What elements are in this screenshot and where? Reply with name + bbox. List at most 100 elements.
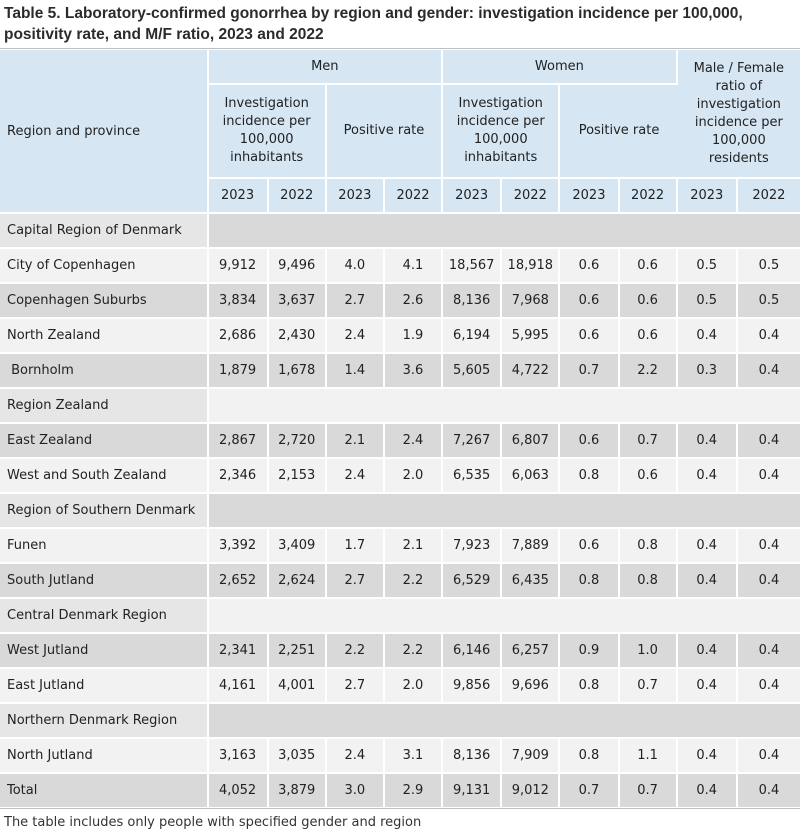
- table-cell: 0.4: [737, 739, 800, 774]
- region-row-filler: [208, 389, 800, 424]
- table-cell: 9,912: [208, 249, 269, 284]
- province-name: Funen: [0, 529, 209, 564]
- table-cell: 18,567: [443, 249, 503, 284]
- table-cell: 2,624: [268, 564, 327, 599]
- table-cell: 9,856: [443, 669, 503, 704]
- table-cell: 8,136: [443, 739, 503, 774]
- table-cell: 0.4: [677, 669, 738, 704]
- region-row: Region of Southern Denmark: [0, 494, 800, 529]
- table-cell: 0.7: [560, 774, 620, 809]
- table-cell: 2,686: [208, 319, 269, 354]
- table-cell: 9,496: [268, 249, 327, 284]
- table-cell: 2,720: [268, 424, 327, 459]
- table-cell: 1.9: [384, 319, 444, 354]
- table-cell: 0.5: [737, 249, 800, 284]
- table-cell: 3.0: [326, 774, 385, 809]
- region-name: Region of Southern Denmark: [0, 494, 209, 529]
- table-cell: 2.2: [619, 354, 678, 389]
- table-cell: 1.7: [326, 529, 385, 564]
- table-cell: 0.4: [737, 354, 800, 389]
- table-cell: 6,257: [502, 634, 561, 669]
- table-cell: 0.6: [560, 284, 620, 319]
- table-cell: 2.7: [326, 564, 385, 599]
- table-cell: 0.7: [560, 354, 620, 389]
- region-row: Northern Denmark Region: [0, 704, 800, 739]
- region-name: Northern Denmark Region: [0, 704, 209, 739]
- province-name: East Zealand: [0, 424, 209, 459]
- table-cell: 5,995: [502, 319, 561, 354]
- table-cell: 0.6: [560, 424, 620, 459]
- table-cell: 2.9: [384, 774, 444, 809]
- table-cell: 7,267: [443, 424, 503, 459]
- region-row: Capital Region of Denmark: [0, 214, 800, 249]
- table-cell: 2.2: [326, 634, 385, 669]
- table-bottom-rule: [0, 808, 800, 809]
- table-cell: 1,678: [268, 354, 327, 389]
- table-cell: 1.0: [619, 634, 678, 669]
- women-group-header: Women: [443, 50, 678, 85]
- table-cell: 2.1: [326, 424, 385, 459]
- table-cell: 0.6: [560, 249, 620, 284]
- table-cell: 7,909: [502, 739, 561, 774]
- province-name: North Zealand: [0, 319, 209, 354]
- region-name: Capital Region of Denmark: [0, 214, 209, 249]
- table-cell: 3,637: [268, 284, 327, 319]
- table-cell: 2,341: [208, 634, 269, 669]
- table-cell: 0.4: [677, 459, 738, 494]
- table-cell: 2.4: [326, 739, 385, 774]
- region-name: Central Denmark Region: [0, 599, 209, 634]
- table-cell: 2,346: [208, 459, 269, 494]
- mf-ratio-header: Male / Female ratio of investigation inc…: [677, 50, 800, 179]
- table-cell: 2,652: [208, 564, 269, 599]
- table-cell: 0.8: [560, 739, 620, 774]
- table-cell: 0.4: [737, 529, 800, 564]
- table-cell: 2,867: [208, 424, 269, 459]
- table-cell: 4,722: [502, 354, 561, 389]
- men-incidence-header: Investigation incidence per 100,000 inha…: [208, 85, 327, 179]
- table-row: East Zealand 2,867 2,720 2.1 2.4 7,267 6,807 0.…: [0, 424, 800, 459]
- table-cell: 6,807: [502, 424, 561, 459]
- table-row: Funen 3,392 3,409 1.7 2.1 7,923 7,889 0.6 0.8 0.4…: [0, 529, 800, 564]
- province-name: West and South Zealand: [0, 459, 209, 494]
- table-cell: 0.7: [619, 424, 678, 459]
- table-row: West Jutland 2,341 2,251 2.2 2.2 6,146 6,257 0.…: [0, 634, 800, 669]
- table-row: North Zealand 2,686 2,430 2.4 1.9 6,194 5,995 0…: [0, 319, 800, 354]
- table-cell: 8,136: [443, 284, 503, 319]
- table-cell: 2.4: [384, 424, 444, 459]
- table-cell: 0.8: [619, 529, 678, 564]
- table-cell: 9,012: [502, 774, 561, 809]
- table-cell: 0.3: [677, 354, 738, 389]
- table-cell: 6,146: [443, 634, 503, 669]
- table-cell: 2.2: [384, 564, 444, 599]
- table-cell: 0.6: [560, 319, 620, 354]
- table-cell: 3,834: [208, 284, 269, 319]
- table-footnote: The table includes only people with spec…: [4, 815, 422, 830]
- table-cell: 6,435: [502, 564, 561, 599]
- table-cell: 6,194: [443, 319, 503, 354]
- table-cell: 5,605: [443, 354, 503, 389]
- table-cell: 2,153: [268, 459, 327, 494]
- table-cell: 2.7: [326, 669, 385, 704]
- table-cell: 0.4: [737, 319, 800, 354]
- table-title: Table 5. Laboratory-confirmed gonorrhea …: [4, 5, 743, 43]
- table-row: East Jutland 4,161 4,001 2.7 2.0 9,856 9,696 0.…: [0, 669, 800, 704]
- province-name: City of Copenhagen: [0, 249, 209, 284]
- year-header: 2023: [677, 179, 738, 214]
- province-name: Bornholm: [0, 354, 209, 389]
- table-cell: 0.4: [677, 739, 738, 774]
- table-cell: 2.7: [326, 284, 385, 319]
- table-row: City of Copenhagen 9,912 9,496 4.0 4.1 18,567…: [0, 249, 800, 284]
- year-header: 2022: [268, 179, 327, 214]
- region-row-filler: [208, 494, 800, 529]
- table-row: South Jutland 2,652 2,624 2.7 2.2 6,529 6,435 0…: [0, 564, 800, 599]
- table-row: Copenhagen Suburbs 3,834 3,637 2.7 2.6 8,136 7…: [0, 284, 800, 319]
- province-name: South Jutland: [0, 564, 209, 599]
- table-top-rule: [0, 48, 800, 49]
- table-cell: 18,918: [502, 249, 561, 284]
- table-cell: 0.4: [737, 424, 800, 459]
- table-cell: 2.6: [384, 284, 444, 319]
- year-header: 2022: [502, 179, 561, 214]
- table-row: West and South Zealand 2,346 2,153 2.4 2.0 6,…: [0, 459, 800, 494]
- table-cell: 2,430: [268, 319, 327, 354]
- table-cell: 3,163: [208, 739, 269, 774]
